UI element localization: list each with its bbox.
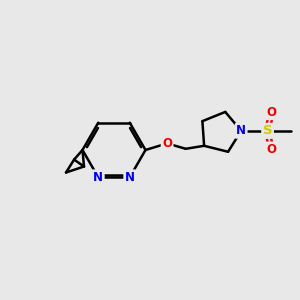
- Text: N: N: [125, 171, 135, 184]
- Text: N: N: [93, 171, 103, 184]
- Text: O: O: [266, 106, 276, 119]
- Text: O: O: [266, 143, 276, 156]
- Text: N: N: [236, 124, 246, 137]
- Text: O: O: [162, 137, 172, 150]
- Text: S: S: [263, 124, 272, 137]
